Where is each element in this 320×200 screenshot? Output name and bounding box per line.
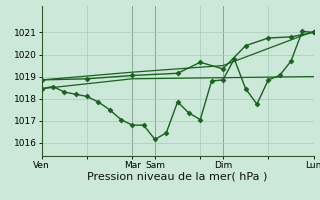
X-axis label: Pression niveau de la mer( hPa ): Pression niveau de la mer( hPa ) <box>87 171 268 181</box>
